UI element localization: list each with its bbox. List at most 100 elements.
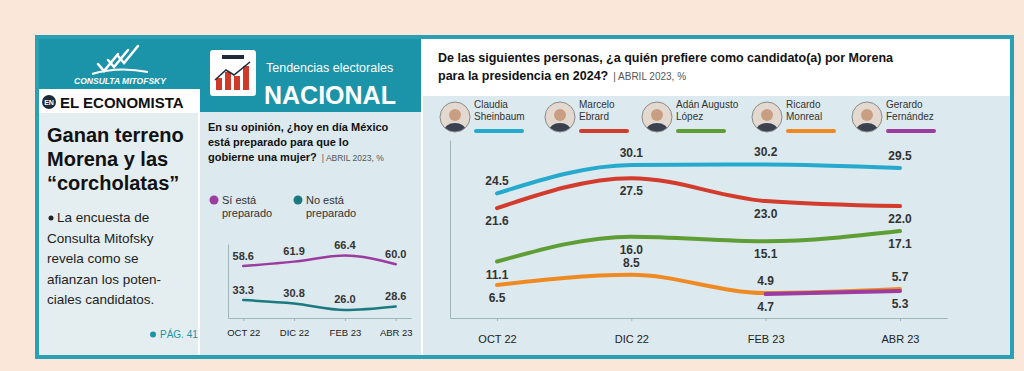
legend-swatch	[886, 129, 936, 133]
chart-subtitle: | ABRIL 2023, %	[613, 71, 686, 82]
data-label: 11.1	[486, 268, 509, 282]
data-label: 29.5	[888, 149, 912, 163]
legend-swatch	[786, 129, 836, 133]
logo-mark	[98, 54, 118, 71]
text-line: Marcelo	[579, 99, 617, 110]
data-label: 8.5	[623, 256, 640, 270]
bullet	[150, 332, 156, 338]
chart-title: está preparado para que lo	[208, 136, 349, 148]
text-line: Ricardo	[786, 99, 823, 110]
page: CONSULTA MITOFSKYENEL ECONOMISTAGanan te…	[0, 0, 1024, 371]
line-chart: En su opinión, ¿hoy en día México está pr…	[208, 121, 413, 338]
x-tick: DIC 22	[280, 318, 310, 338]
series-line	[497, 275, 900, 293]
x-tick-mark	[345, 318, 346, 321]
body-text: Consulta Mitofsky	[47, 231, 154, 246]
chart-title: para la presidencia en 2024?	[438, 69, 608, 83]
chart-title: De las siguientes personas, ¿a quién pre…	[438, 51, 894, 65]
avatar-body	[756, 123, 778, 139]
avatar	[752, 102, 782, 139]
x-tick-mark	[900, 318, 901, 321]
x-tick-label: FEB 23	[748, 333, 785, 345]
x-tick: OCT 22	[478, 318, 516, 345]
badge-text: EN	[44, 99, 54, 106]
section-title: Tendencias electorales	[266, 61, 393, 75]
x-tick-label: ABR 23	[380, 327, 413, 338]
data-label: 23.0	[754, 207, 778, 221]
avatar	[852, 102, 882, 139]
avatar-ring	[545, 102, 575, 132]
icon-bar	[243, 66, 249, 90]
avatar-body	[549, 123, 571, 139]
icon-bar	[216, 78, 222, 90]
line-chart: De las siguientes personas, ¿a quién pre…	[438, 51, 948, 345]
section-scope: NACIONAL	[264, 81, 396, 109]
logo-band	[39, 39, 200, 89]
series-line	[243, 256, 396, 266]
x-tick-mark	[294, 318, 295, 321]
x-tick: FEB 23	[748, 318, 785, 345]
avatar-body	[444, 123, 466, 139]
avatar-head	[861, 109, 873, 121]
chart-subtitle: | ABRIL 2023, %	[322, 153, 384, 163]
avatar-body	[856, 123, 878, 139]
x-axis: OCT 22 DIC 22 FEB 23 ABR 23	[227, 318, 412, 338]
body-text: revela como se	[47, 251, 139, 266]
data-label: 58.6	[233, 250, 254, 262]
data-label: 5.3	[892, 297, 909, 311]
avatar-ring	[852, 102, 882, 132]
y-axis-line	[450, 141, 451, 319]
text-line: No está	[306, 194, 347, 206]
data-label: 61.9	[283, 245, 304, 257]
text-line: Sheinbaum	[474, 111, 525, 122]
page-background	[0, 0, 1024, 371]
x-tick-label: DIC 22	[615, 333, 649, 345]
text-line: Fernández	[886, 111, 934, 122]
series-line	[766, 291, 900, 294]
x-tick-label: DIC 22	[280, 327, 310, 338]
avatar	[440, 102, 470, 139]
series-line	[497, 231, 900, 262]
data-label: 24.5	[485, 174, 509, 188]
avatar-ring	[440, 102, 470, 132]
x-axis-line	[229, 318, 412, 319]
chart-title: En su opinión, ¿hoy en día México	[208, 121, 389, 134]
avatar-head	[449, 109, 461, 121]
legend-entry: No está preparado	[306, 194, 356, 219]
x-tick-mark	[766, 318, 767, 321]
text-line: Claudia	[474, 99, 511, 110]
data-label: 33.3	[233, 284, 254, 296]
data-label: 5.7	[892, 270, 909, 284]
text-line: preparado	[306, 207, 356, 219]
logo: CONSULTA MITOFSKY	[74, 46, 167, 86]
icon-slot	[222, 55, 244, 59]
headline: “corcholatas”	[47, 172, 179, 194]
icon-arrow	[215, 62, 250, 80]
data-label: 60.0	[385, 248, 406, 260]
icon-bar	[225, 72, 231, 90]
legend-entry: Marcelo Ebrard	[579, 99, 617, 122]
avatar-head	[761, 109, 773, 121]
data-label: 28.6	[385, 290, 406, 302]
icon-box	[210, 50, 256, 96]
body-text: La encuesta de	[57, 210, 149, 225]
x-tick-mark	[497, 318, 498, 321]
x-tick: FEB 23	[330, 318, 362, 338]
avatar-head	[554, 109, 566, 121]
data-label: 66.4	[334, 239, 356, 251]
legend-marker	[210, 196, 219, 205]
legend-swatch	[676, 129, 726, 133]
frame	[37, 37, 1012, 357]
avatar-ring	[752, 102, 782, 132]
avatar	[642, 102, 672, 139]
avatar-ring	[642, 102, 672, 132]
x-tick-mark	[396, 318, 397, 321]
x-tick: OCT 22	[227, 318, 260, 338]
legend-entry: Gerardo Fernández	[886, 99, 934, 122]
text-line: preparado	[222, 207, 272, 219]
data-label: 22.0	[888, 212, 912, 226]
x-axis-line	[451, 318, 948, 319]
legend-entry: Sí está preparado	[222, 194, 272, 219]
x-tick-label: OCT 22	[227, 327, 260, 338]
body-text: afianzan los poten-	[47, 272, 161, 287]
